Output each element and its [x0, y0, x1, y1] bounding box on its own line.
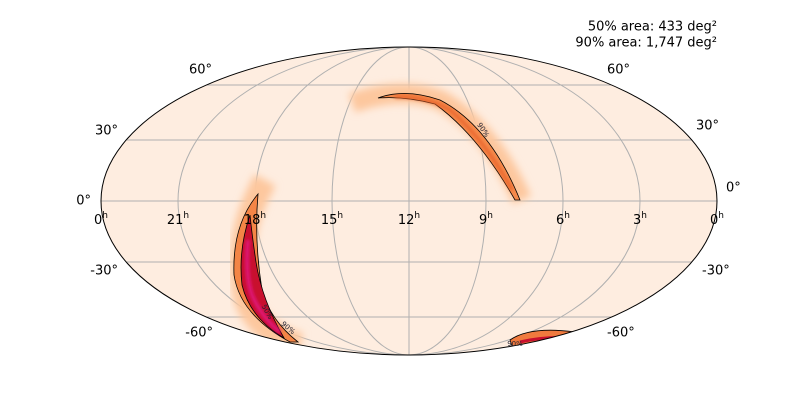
lat-label: 30°	[696, 119, 719, 134]
ra-label: 3h	[633, 211, 647, 228]
ra-label: 9h	[479, 211, 493, 228]
ra-label: 12h	[398, 211, 420, 228]
lat-label: -30°	[90, 264, 118, 279]
lat-label: 30°	[95, 124, 118, 139]
probability-regions	[229, 83, 576, 355]
ra-hour: 3	[633, 213, 641, 228]
ra-unit: h	[718, 211, 724, 221]
ra-hour: 6	[556, 213, 564, 228]
region-50	[240, 214, 286, 340]
ra-hour: 0	[94, 213, 102, 228]
ra-label: 21h	[167, 211, 189, 228]
ra-hour: 15	[321, 213, 338, 228]
ra-hour: 0	[710, 213, 718, 228]
area-90: 90% area: 1,747 deg²	[575, 36, 717, 51]
ra-unit: h	[487, 211, 493, 221]
sky-boundary	[100, 46, 718, 356]
ra-unit: h	[414, 211, 420, 221]
ra-unit: h	[337, 211, 343, 221]
ra-label: 15h	[321, 211, 343, 228]
lat-label: -60°	[185, 326, 213, 341]
ra-label: 0h	[94, 211, 108, 228]
ra-hour: 18	[244, 213, 261, 228]
lat-label: 60°	[189, 63, 212, 78]
ra-label: 0h	[710, 211, 724, 228]
lat-label: -60°	[607, 326, 635, 341]
area-50: 50% area: 433 deg²	[588, 20, 717, 35]
lat-label: -30°	[702, 264, 730, 279]
ra-label: 18h	[244, 211, 266, 228]
region-core	[394, 95, 514, 191]
ra-unit: h	[183, 211, 189, 221]
lat-label: 0°	[726, 181, 741, 196]
lat-label: 60°	[607, 63, 630, 78]
ra-unit: h	[641, 211, 647, 221]
ra-hour: 9	[479, 213, 487, 228]
ra-labels: 0h 21h 18h 15h 12h 9h 6h 3h 0h	[94, 211, 724, 228]
ra-hour: 21	[167, 213, 184, 228]
region-peak	[245, 239, 282, 334]
ra-unit: h	[564, 211, 570, 221]
lat-label: 0°	[76, 194, 91, 209]
ra-label: 6h	[556, 211, 570, 228]
contour-label: 90%	[507, 340, 523, 348]
ra-hour: 12	[398, 213, 415, 228]
ra-unit: h	[102, 211, 108, 221]
ra-unit: h	[260, 211, 266, 221]
